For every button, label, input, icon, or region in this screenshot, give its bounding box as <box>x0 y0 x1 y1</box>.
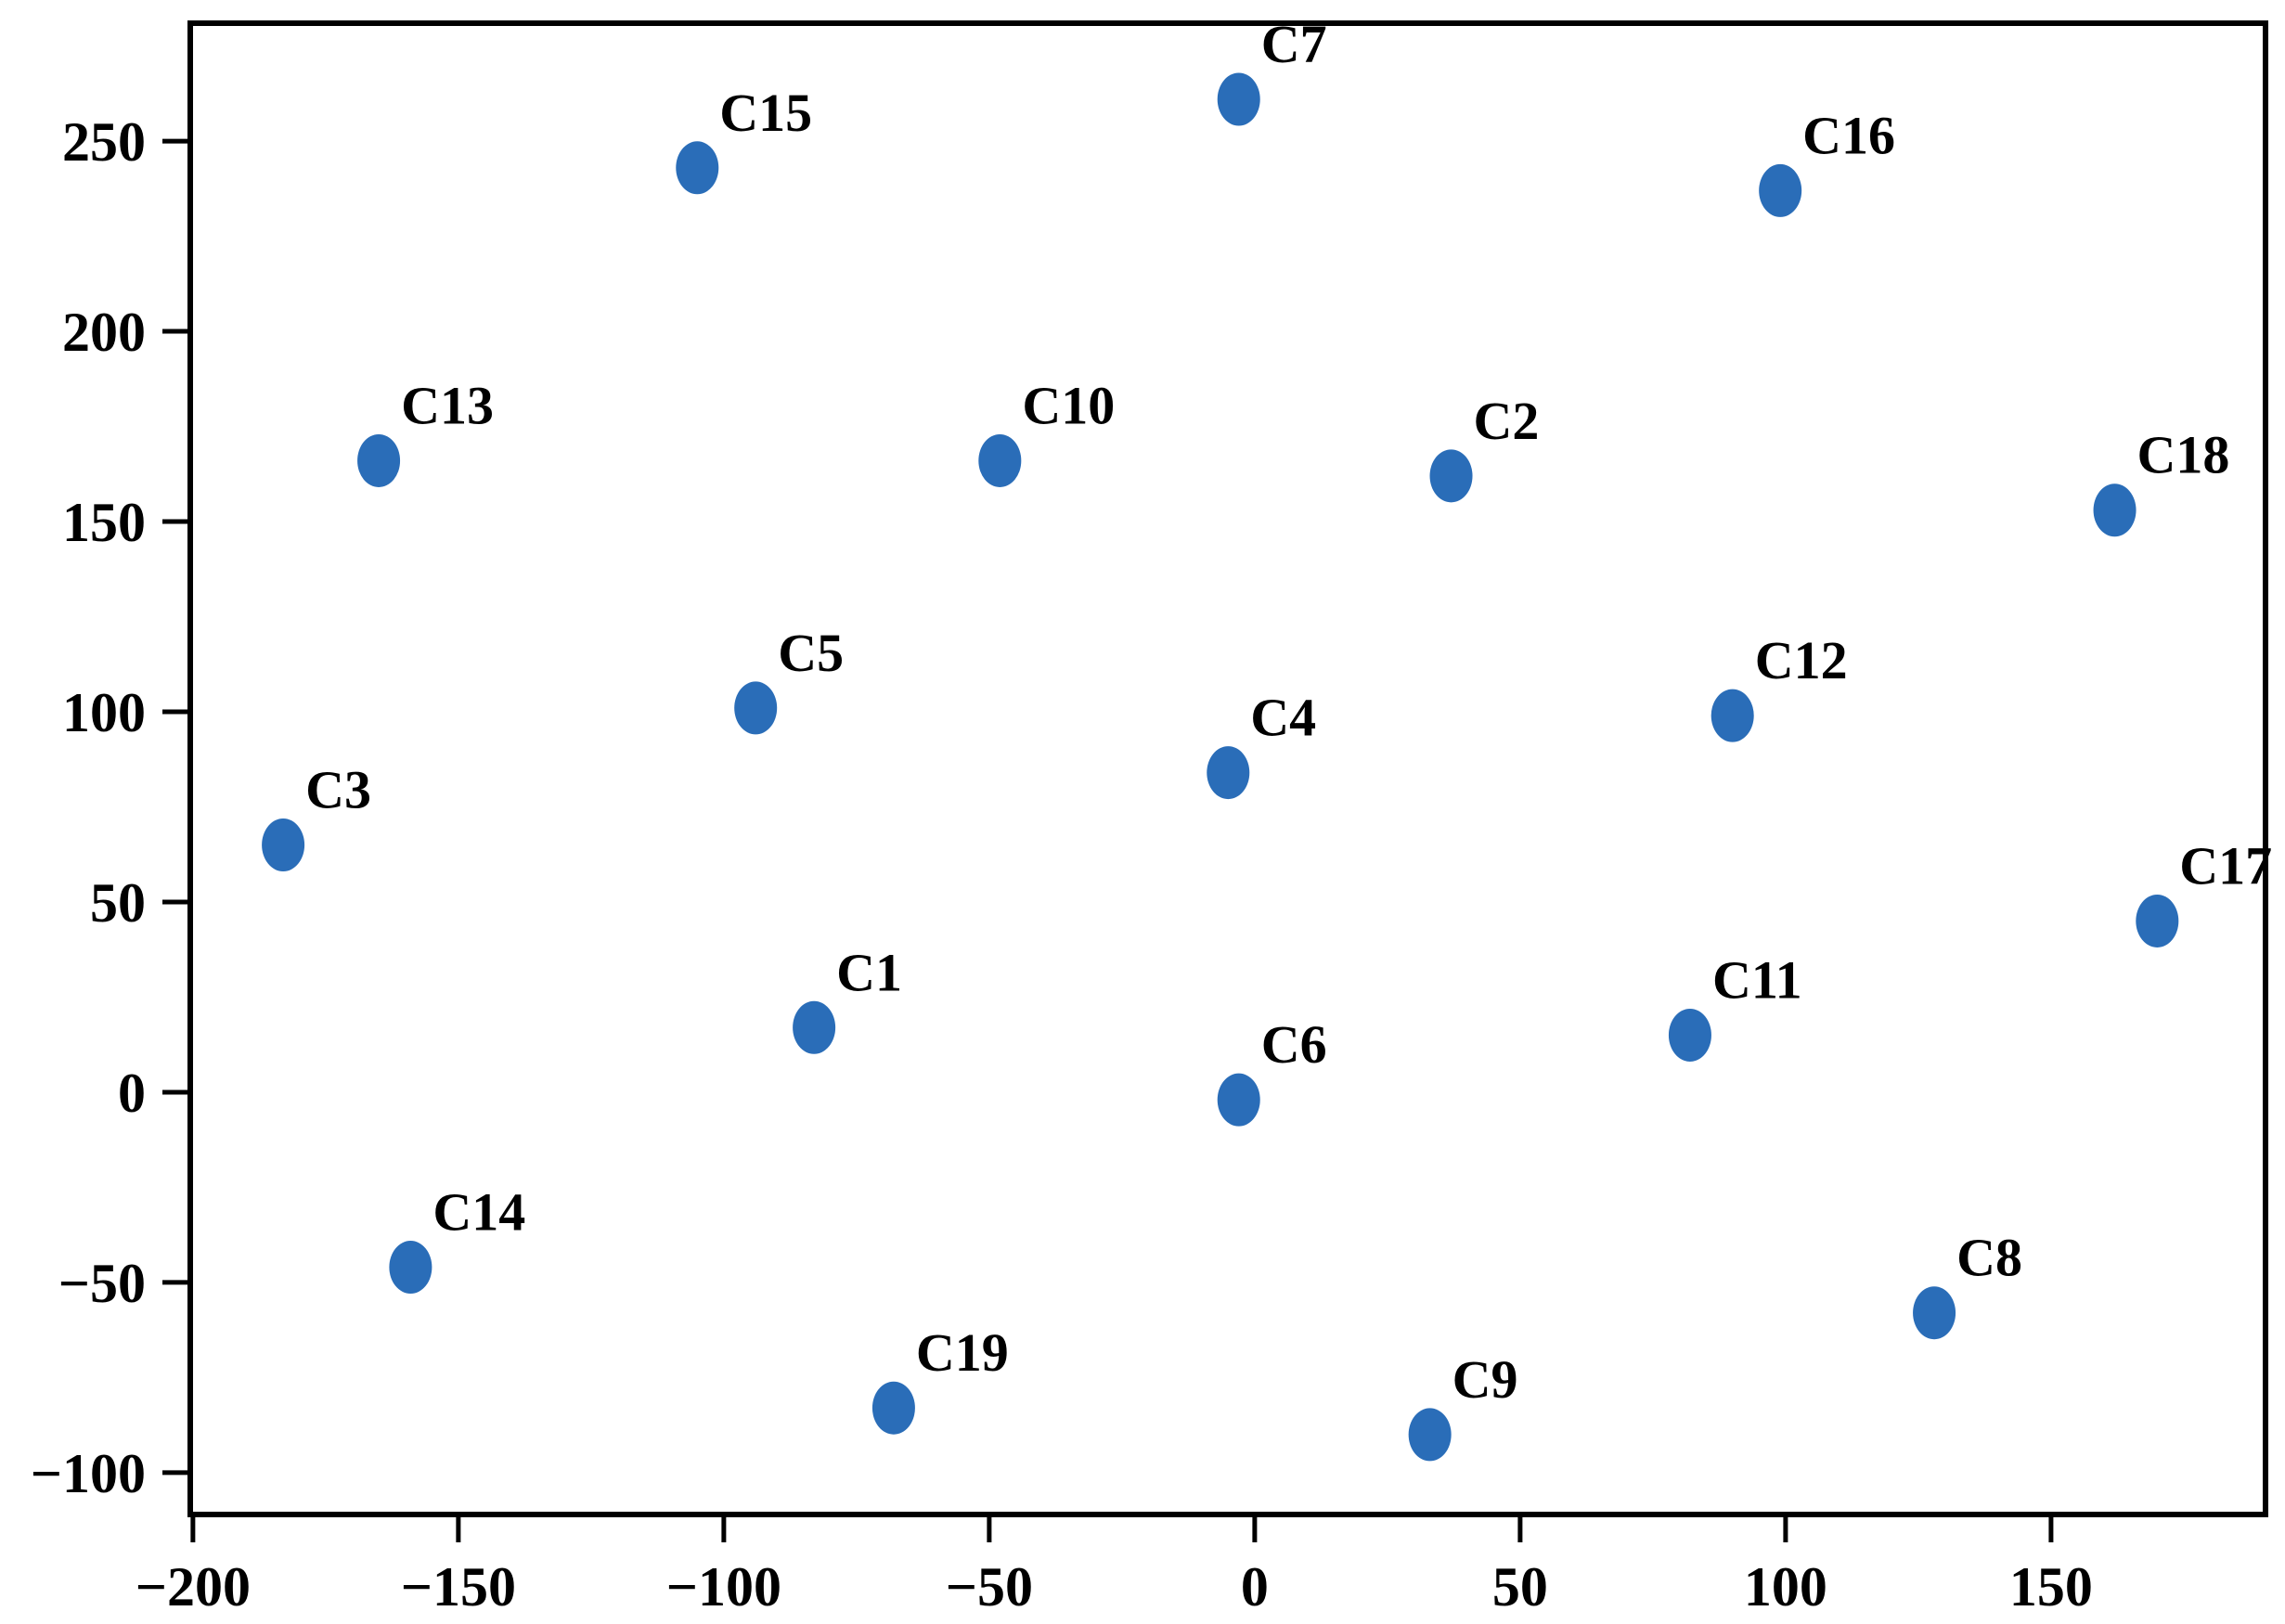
data-point-label-C17: C17 <box>2179 835 2272 896</box>
data-point-C3 <box>262 818 305 871</box>
data-point-C7 <box>1217 72 1260 126</box>
data-point-C5 <box>734 681 778 735</box>
y-axis-tick-label: 0 <box>118 1063 146 1124</box>
data-point-label-C10: C10 <box>1022 375 1115 435</box>
x-axis-tick-label: −50 <box>946 1556 1033 1618</box>
data-point-label-C3: C3 <box>305 759 371 819</box>
data-point-C4 <box>1207 746 1250 800</box>
data-point-label-C9: C9 <box>1452 1349 1518 1410</box>
x-axis-tick-label: 0 <box>1241 1556 1269 1618</box>
data-point-C6 <box>1217 1073 1260 1127</box>
data-point-C2 <box>1429 449 1473 503</box>
data-point-C18 <box>2093 483 2137 537</box>
data-point-C13 <box>357 433 401 487</box>
y-axis-tick-label: 150 <box>62 492 146 553</box>
data-point-C15 <box>676 141 719 195</box>
data-point-label-C1: C1 <box>836 942 902 1002</box>
y-axis-tick-label: −100 <box>31 1443 146 1504</box>
data-point-label-C19: C19 <box>916 1322 1009 1383</box>
y-axis-tick-label: 250 <box>62 111 146 173</box>
data-point-label-C6: C6 <box>1261 1014 1327 1075</box>
y-axis-tick-label: 100 <box>62 682 146 743</box>
data-point-label-C15: C15 <box>719 83 812 143</box>
data-point-C11 <box>1668 1008 1711 1062</box>
x-axis-tick-label: −150 <box>401 1556 516 1618</box>
x-axis-tick-label: 150 <box>2009 1556 2093 1618</box>
data-point-label-C5: C5 <box>778 623 844 683</box>
data-point-label-C12: C12 <box>1755 630 1848 690</box>
data-point-label-C18: C18 <box>2137 425 2230 485</box>
data-point-C8 <box>1913 1286 1956 1340</box>
data-point-label-C11: C11 <box>1712 949 1802 1010</box>
plot-frame <box>187 20 2268 1517</box>
data-point-C12 <box>1711 689 1754 742</box>
x-axis-tick-label: −100 <box>666 1556 781 1618</box>
data-point-label-C8: C8 <box>1956 1228 2022 1288</box>
data-point-label-C7: C7 <box>1261 14 1327 74</box>
x-axis-tick-label: 100 <box>1744 1556 1827 1618</box>
data-point-C16 <box>1759 163 1802 217</box>
y-axis-tick-label: 50 <box>90 872 146 934</box>
data-point-C19 <box>871 1381 915 1435</box>
data-point-C9 <box>1408 1408 1452 1462</box>
data-point-C14 <box>389 1241 432 1295</box>
data-point-C1 <box>793 1000 836 1054</box>
data-point-label-C4: C4 <box>1250 688 1316 748</box>
x-axis-tick-label: 50 <box>1492 1556 1548 1618</box>
x-axis-tick-label: −200 <box>136 1556 251 1618</box>
data-point-C10 <box>978 433 1022 487</box>
y-axis-tick-label: −50 <box>58 1253 146 1314</box>
data-point-label-C2: C2 <box>1474 391 1540 451</box>
data-point-label-C14: C14 <box>432 1182 525 1243</box>
y-axis-tick-label: 200 <box>62 302 146 363</box>
data-point-label-C16: C16 <box>1802 105 1895 165</box>
data-point-C17 <box>2136 894 2179 947</box>
data-point-label-C13: C13 <box>401 375 494 435</box>
